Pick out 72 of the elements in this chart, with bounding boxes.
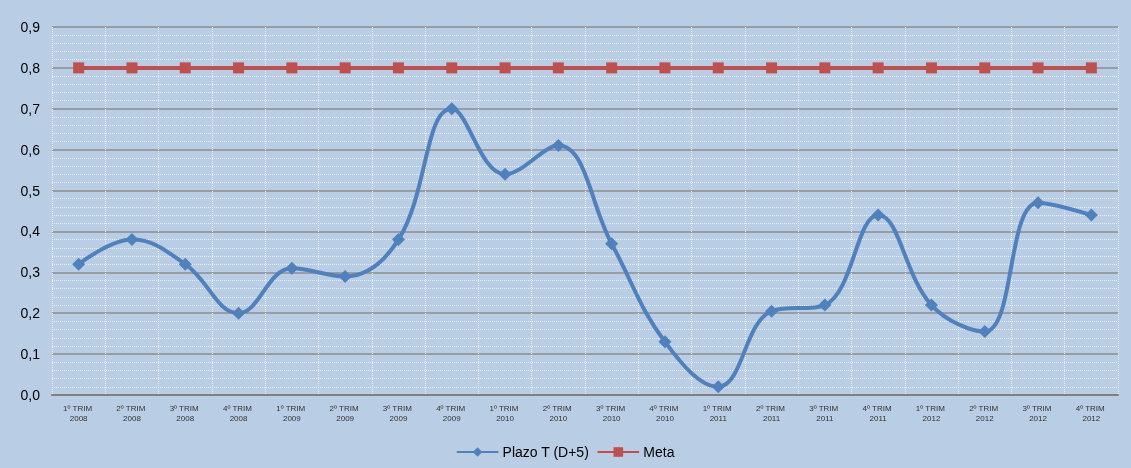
y-tick-label: 0,6 bbox=[20, 141, 41, 158]
point bbox=[872, 62, 884, 74]
x-tick-label: 4º TRIM 2010 bbox=[649, 403, 681, 423]
point bbox=[125, 233, 139, 247]
point bbox=[819, 62, 831, 74]
x-tick-label: 2º TRIM 2010 bbox=[542, 403, 574, 423]
point bbox=[551, 139, 565, 153]
x-tick-label: 3º TRIM 2009 bbox=[382, 403, 415, 423]
x-tick-label: 1º TRIM 2010 bbox=[489, 403, 521, 423]
point bbox=[499, 62, 511, 74]
point bbox=[392, 62, 404, 74]
point bbox=[338, 269, 352, 283]
y-tick-label: 0,2 bbox=[20, 305, 41, 322]
point bbox=[711, 380, 725, 394]
x-tick-label: 2º TRIM 2012 bbox=[969, 403, 1001, 423]
x-tick-label: 4º TRIM 2011 bbox=[862, 403, 894, 423]
point bbox=[498, 167, 512, 181]
x-tick-label: 2º TRIM 2011 bbox=[755, 403, 788, 423]
point bbox=[605, 237, 619, 251]
legend-label: Plazo T (D+5) bbox=[502, 444, 589, 460]
y-tick-label: 0,7 bbox=[20, 100, 41, 117]
x-tick-label: 4º TRIM 2012 bbox=[1075, 403, 1107, 423]
point bbox=[126, 62, 138, 74]
point bbox=[606, 62, 618, 74]
point bbox=[178, 257, 192, 271]
point bbox=[232, 306, 246, 320]
point bbox=[445, 102, 459, 116]
point bbox=[659, 62, 671, 74]
x-tick-label: 2º TRIM 2009 bbox=[329, 403, 361, 423]
x-tick-label: 3º TRIM 2010 bbox=[596, 403, 628, 423]
point bbox=[1031, 196, 1045, 210]
x-tick-label: 2º TRIM 2008 bbox=[116, 403, 148, 423]
point bbox=[179, 62, 191, 74]
x-tick-label: 3º TRIM 2011 bbox=[809, 403, 841, 423]
point bbox=[391, 233, 405, 247]
point bbox=[925, 62, 937, 74]
point bbox=[286, 62, 298, 74]
y-tick-label: 0,0 bbox=[20, 387, 41, 403]
point bbox=[233, 62, 245, 74]
point bbox=[658, 335, 672, 349]
point bbox=[1085, 62, 1097, 74]
y-tick-label: 0,1 bbox=[20, 346, 41, 363]
x-tick-label: 1º TRIM 2012 bbox=[915, 403, 948, 423]
point bbox=[285, 261, 299, 275]
point bbox=[1084, 208, 1098, 222]
point bbox=[871, 208, 885, 222]
x-tick-label: 4º TRIM 2009 bbox=[436, 403, 468, 423]
x-tick-label: 1º TRIM 2011 bbox=[702, 403, 734, 423]
point bbox=[1032, 62, 1044, 74]
y-tick-label: 0,3 bbox=[20, 264, 41, 281]
x-tick-label: 1º TRIM 2009 bbox=[276, 403, 308, 423]
point bbox=[446, 62, 458, 74]
y-tick-label: 0,8 bbox=[20, 59, 41, 76]
y-tick-label: 0,4 bbox=[20, 223, 41, 240]
point bbox=[765, 304, 779, 318]
point bbox=[339, 62, 351, 74]
point bbox=[924, 298, 938, 312]
point bbox=[766, 62, 778, 74]
point bbox=[73, 62, 85, 74]
y-tick-label: 0,5 bbox=[20, 182, 41, 199]
point bbox=[978, 325, 992, 339]
x-tick-label: 3º TRIM 2008 bbox=[169, 403, 201, 423]
x-tick-label: 1º TRIM 2008 bbox=[63, 403, 95, 423]
x-tick-label: 3º TRIM 2012 bbox=[1022, 403, 1054, 423]
point bbox=[818, 298, 832, 312]
point bbox=[979, 62, 991, 74]
legend-label: Meta bbox=[643, 444, 675, 460]
point bbox=[552, 62, 564, 74]
y-tick-label: 0,9 bbox=[20, 19, 41, 35]
x-tick-label: 4º TRIM 2008 bbox=[222, 403, 255, 423]
point bbox=[72, 257, 86, 271]
point bbox=[712, 62, 724, 74]
